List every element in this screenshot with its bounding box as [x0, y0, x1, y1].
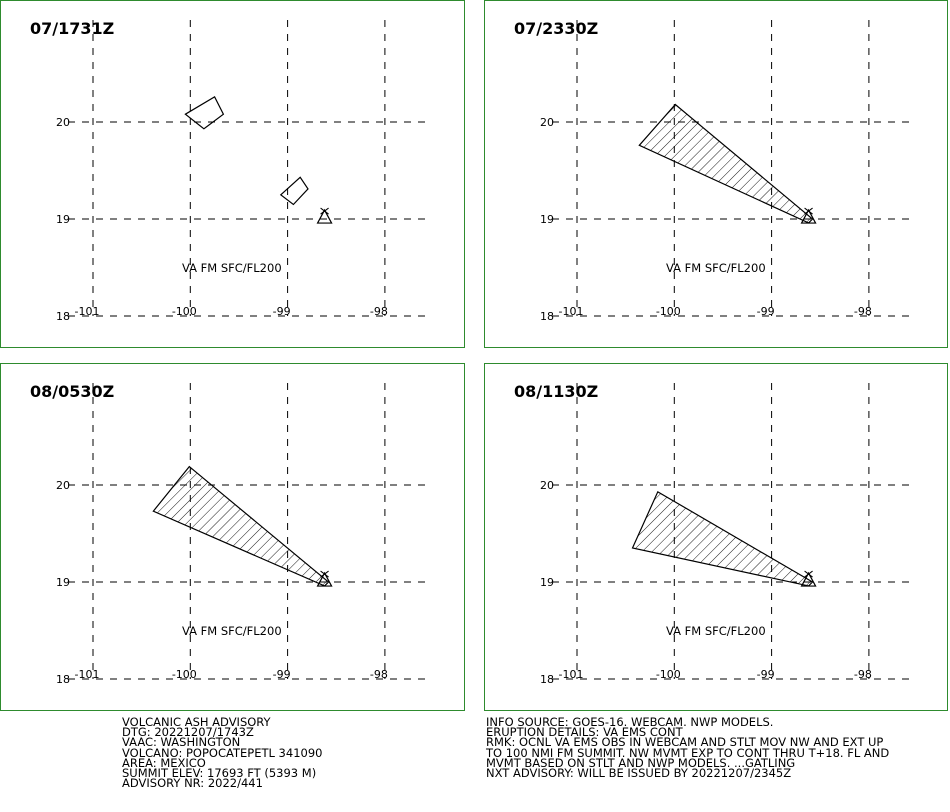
left-line: VAAC: WASHINGTON — [122, 735, 241, 750]
map-panel-1: 18 19 20 -101 -100 -99 -98 07/1731Z VA FM SFC/FL… — [0, 0, 465, 348]
volcano-triangle-icon — [316, 207, 333, 224]
volcano-triangle-icon — [800, 207, 817, 224]
valid-time-label: 08/0530Z — [30, 382, 114, 401]
lon-label: -101 — [75, 305, 100, 318]
valid-time-label: 07/2330Z — [514, 19, 598, 38]
lon-label: -98 — [854, 305, 872, 318]
map-panel-4: 18 19 20 -101 -100 -99 -98 08/1130Z VA FM SFC/FL… — [484, 363, 948, 711]
ash-polygon — [184, 95, 225, 130]
left-line: AREA: MEXICO — [122, 755, 206, 770]
map-panel-2: 18 19 20 -101 -100 -99 -98 07/2330Z VA FM SFC/FL… — [484, 0, 948, 348]
lat-label: 18 — [56, 310, 70, 323]
lon-label: -100 — [656, 668, 681, 681]
lon-label: -100 — [172, 305, 197, 318]
volcano-triangle-icon — [316, 570, 333, 587]
lat-label: 20 — [56, 479, 70, 492]
right-line: TO 100 NMI FM SUMMIT. NW MVMT EXP TO CON… — [486, 745, 890, 760]
lon-label: -101 — [559, 305, 584, 318]
lat-label: 18 — [56, 673, 70, 686]
right-line: RMK: OCNL VA EMS OBS IN WEBCAM AND STLT … — [486, 735, 884, 750]
panel-frame — [0, 0, 465, 348]
valid-time-label: 07/1731Z — [30, 19, 114, 38]
advisory-info-left: VOLCANIC ASH ADVISORY DTG: 20221207/1743Z… — [122, 715, 323, 791]
lat-label: 19 — [540, 576, 554, 589]
flight-level-label: VA FM SFC/FL200 — [182, 624, 282, 638]
lat-label: 18 — [540, 673, 554, 686]
lon-label: -99 — [757, 668, 775, 681]
lat-label: 19 — [56, 576, 70, 589]
lon-label: -99 — [273, 305, 291, 318]
right-line: INFO SOURCE: GOES-16. WEBCAM. NWP MODELS… — [486, 715, 774, 729]
flight-level-label: VA FM SFC/FL200 — [182, 261, 282, 275]
lon-label: -98 — [370, 305, 388, 318]
lat-label: 19 — [56, 213, 70, 226]
lat-label: 19 — [540, 213, 554, 226]
lon-label: -100 — [656, 305, 681, 318]
ash-polygon — [152, 465, 330, 587]
lon-label: -98 — [370, 668, 388, 681]
left-line: VOLCANO: POPOCATEPETL 341090 — [122, 745, 323, 760]
lat-label: 20 — [56, 116, 70, 129]
ash-forecast-chart: 18 19 20 -101 -100 -99 -98 07/1731Z VA FM SFC/FL… — [0, 0, 948, 711]
advisory-info-right: INFO SOURCE: GOES-16. WEBCAM. NWP MODELS… — [486, 715, 890, 780]
right-line: MVMT BASED ON STLT AND NWP MODELS. ...GA… — [486, 755, 796, 770]
right-line: ERUPTION DETAILS: VA EMS CONT — [486, 725, 683, 740]
ash-polygon — [279, 176, 309, 206]
lon-label: -99 — [273, 668, 291, 681]
volcano-triangle-icon — [800, 570, 817, 587]
lat-label: 20 — [540, 116, 554, 129]
lon-label: -101 — [75, 668, 100, 681]
flight-level-label: VA FM SFC/FL200 — [666, 624, 766, 638]
ash-polygon — [638, 103, 814, 224]
right-line: NXT ADVISORY: WILL BE ISSUED BY 20221207… — [486, 765, 792, 780]
lon-label: -100 — [172, 668, 197, 681]
map-panel-3: 18 19 20 -101 -100 -99 -98 08/0530Z VA FM SFC/FL… — [0, 363, 465, 711]
left-line: ADVISORY NR: 2022/441 — [122, 776, 263, 791]
lat-label: 20 — [540, 479, 554, 492]
lon-label: -99 — [757, 305, 775, 318]
left-line: SUMMIT ELEV: 17693 FT (5393 M) — [122, 765, 317, 780]
valid-time-label: 08/1130Z — [514, 382, 598, 401]
lon-label: -101 — [559, 668, 584, 681]
flight-level-label: VA FM SFC/FL200 — [666, 261, 766, 275]
lon-label: -98 — [854, 668, 872, 681]
left-line: VOLCANIC ASH ADVISORY — [122, 715, 271, 729]
lat-label: 18 — [540, 310, 554, 323]
left-line: DTG: 20221207/1743Z — [122, 725, 254, 740]
ash-polygon — [631, 490, 814, 587]
